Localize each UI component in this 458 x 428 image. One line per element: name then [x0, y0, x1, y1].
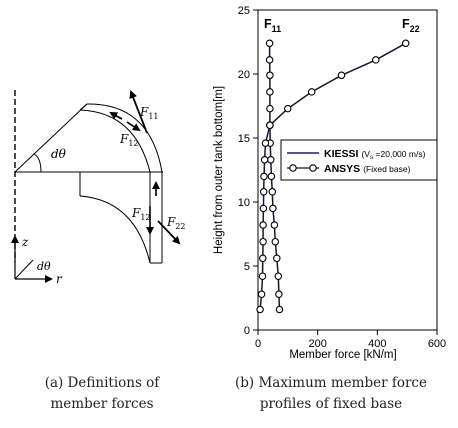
point-ansys-0-4: [271, 237, 280, 246]
slant-line: [14, 103, 88, 173]
inner-bottom-arc: [79, 195, 151, 264]
f12-arrow-upper-b: [126, 121, 141, 132]
point-ansys-2-8: [260, 172, 268, 181]
legend-label-ansys: ANSYS (Fixed base): [324, 163, 411, 175]
f11-subscript: 11: [148, 112, 158, 121]
x-ticks: 0 200 400 600: [255, 330, 446, 350]
roof-top-cap: [79, 103, 88, 111]
annotation-f11-subscript: 11: [272, 24, 282, 34]
r-axis-label: r: [56, 272, 63, 286]
caption-b-line1: (b) Maximum member force: [235, 375, 427, 391]
y-tick-label-3: 15: [238, 133, 250, 145]
x-axis-label: Member force [kN/m]: [289, 349, 396, 361]
theta-axis-line: [14, 259, 34, 280]
point-ansys-3-5: [401, 39, 410, 48]
point-ansys-2-7: [259, 188, 268, 196]
series-layer: [256, 39, 410, 314]
y-tick-label-2: 10: [238, 197, 250, 209]
point-ansys-0-2: [274, 272, 283, 280]
f22-subscript: 22: [175, 222, 185, 231]
point-ansys-3-3: [337, 71, 346, 80]
point-ansys-0-8: [267, 172, 276, 181]
f12-lower-subscript: 12: [140, 213, 150, 222]
point-ansys-2-9: [260, 156, 269, 164]
y-tick-label-4: 20: [238, 69, 250, 81]
f12-upper-subscript: 12: [128, 139, 138, 148]
point-ansys-3-0: [266, 121, 274, 129]
point-ansys-1-5: [265, 39, 274, 48]
point-ansys-0-9: [267, 156, 275, 164]
point-ansys-3-1: [284, 104, 292, 113]
point-ansys-2-10: [261, 139, 270, 147]
y-axis-label: Height from outer tank bottom[m]: [213, 86, 225, 254]
annotation-f11: F11: [264, 17, 281, 34]
f22-arrow: [157, 220, 181, 245]
point-ansys-2-2: [258, 272, 267, 280]
point-ansys-0-7: [268, 188, 277, 196]
definitions-diagram: dθ F11 F12 F12 F22 z r dθ: [11, 90, 186, 286]
legend-box: [280, 139, 438, 181]
point-ansys-1-1: [266, 104, 274, 113]
annotation-f22: F22: [402, 17, 420, 34]
point-ansys-2-6: [259, 204, 268, 213]
theta-axis-label: dθ: [37, 260, 51, 273]
x-tick-label-2: 400: [368, 338, 386, 350]
point-ansys-1-4: [265, 56, 274, 64]
caption-a-line1: (a) Definitions of: [45, 375, 161, 391]
series-kiessi-curve-3: [269, 42, 407, 126]
roof-outer-arc: [86, 103, 163, 173]
y-tick-label-0: 0: [244, 325, 250, 337]
point-ansys-3-4: [372, 56, 380, 64]
x-tick-label-3: 600: [428, 338, 446, 350]
angle-arc: [33, 153, 42, 173]
y-ticks: 0 5 10 15 20 25: [238, 5, 258, 337]
legend-label-kiessi: KIESSI (Vs =20,000 m/s): [324, 148, 426, 161]
angle-label: dθ: [51, 147, 67, 161]
point-ansys-2-3: [259, 254, 267, 263]
y-tick-label-1: 5: [244, 261, 250, 273]
caption-a-line2: member forces: [50, 396, 153, 412]
f22-label: F22: [166, 215, 186, 231]
point-ansys-1-2: [266, 88, 274, 96]
series-ansys-curve-0: [269, 125, 280, 310]
roof-inner-arc: [79, 109, 151, 173]
f12-arrow-upper-a: [109, 112, 123, 120]
f12-lower-label: F12: [131, 206, 151, 222]
point-ansys-2-4: [259, 237, 267, 246]
x-tick-label-1: 200: [308, 338, 326, 350]
legend: KIESSI (Vs =20,000 m/s) ANSYS (Fixed base): [280, 139, 438, 181]
annotation-f22-subscript: 22: [410, 24, 420, 34]
point-ansys-2-5: [259, 221, 267, 229]
point-ansys-0-3: [273, 254, 281, 263]
point-ansys-0-6: [269, 204, 277, 213]
f11-arrow: [129, 90, 148, 134]
point-ansys-2-0: [256, 305, 264, 314]
point-ansys-0-1: [275, 290, 283, 298]
point-ansys-1-3: [266, 71, 274, 80]
point-ansys-0-5: [270, 221, 279, 229]
caption-b-line2: profiles of fixed base: [260, 396, 402, 412]
series-ansys-curve-3: [269, 42, 406, 126]
f12-upper-label: F12: [119, 132, 139, 148]
f11-label: F11: [139, 105, 159, 121]
z-axis-label: z: [21, 235, 29, 249]
point-ansys-0-0: [275, 305, 284, 314]
member-force-chart: 0 5 10 15 20 25 0 200 400 600 Member force [kN/m…: [213, 5, 446, 361]
point-ansys-3-2: [307, 88, 316, 96]
legend-marker-ansys-2: [309, 164, 317, 172]
point-ansys-2-1: [257, 290, 266, 298]
legend-marker-ansys-1: [289, 164, 297, 172]
y-tick-label-5: 25: [238, 5, 250, 17]
x-tick-label-0: 0: [255, 338, 261, 350]
